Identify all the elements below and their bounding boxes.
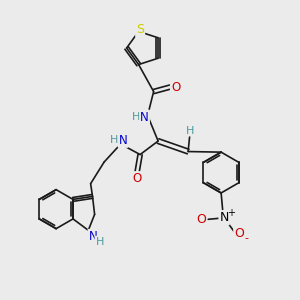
- Text: N: N: [118, 134, 127, 147]
- Text: O: O: [133, 172, 142, 185]
- Text: H: H: [132, 112, 140, 122]
- Text: -: -: [244, 233, 248, 243]
- Text: O: O: [171, 80, 180, 94]
- Text: H: H: [95, 237, 104, 247]
- Text: N: N: [88, 230, 97, 243]
- Text: O: O: [234, 227, 244, 240]
- Text: N: N: [140, 110, 149, 124]
- Text: H: H: [185, 125, 194, 136]
- Text: +: +: [227, 208, 235, 218]
- Text: N: N: [219, 211, 229, 224]
- Text: H: H: [110, 135, 118, 146]
- Text: S: S: [136, 23, 144, 37]
- Text: O: O: [197, 213, 207, 226]
